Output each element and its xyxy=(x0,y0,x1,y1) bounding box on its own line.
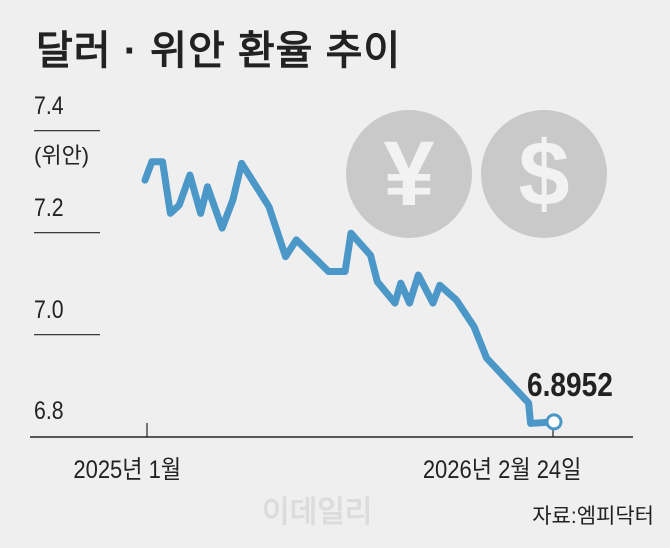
source-note: 자료:엠피닥터 xyxy=(532,505,654,528)
watermark: 이데일리 xyxy=(262,496,373,529)
x-tick-label: 2026년 2월 24일 xyxy=(422,456,582,484)
last-point-marker xyxy=(545,413,563,431)
y-tick-label: 7.4 xyxy=(34,92,64,120)
y-axis-unit: (위안) xyxy=(34,143,90,168)
yuan-coin-icon: ¥ xyxy=(346,110,472,238)
y-tick-label: 7.0 xyxy=(34,296,64,324)
x-tick-label: 2025년 1월 xyxy=(73,456,182,484)
y-tick-label: 7.2 xyxy=(34,194,64,222)
exchange-rate-line xyxy=(141,158,558,427)
last-value-label: 6.8952 xyxy=(527,366,613,403)
dollar-coin-icon: $ xyxy=(481,110,607,238)
y-tick-label: 6.8 xyxy=(34,397,64,425)
chart-title: 달러 · 위안 환율 추이 xyxy=(36,29,402,73)
